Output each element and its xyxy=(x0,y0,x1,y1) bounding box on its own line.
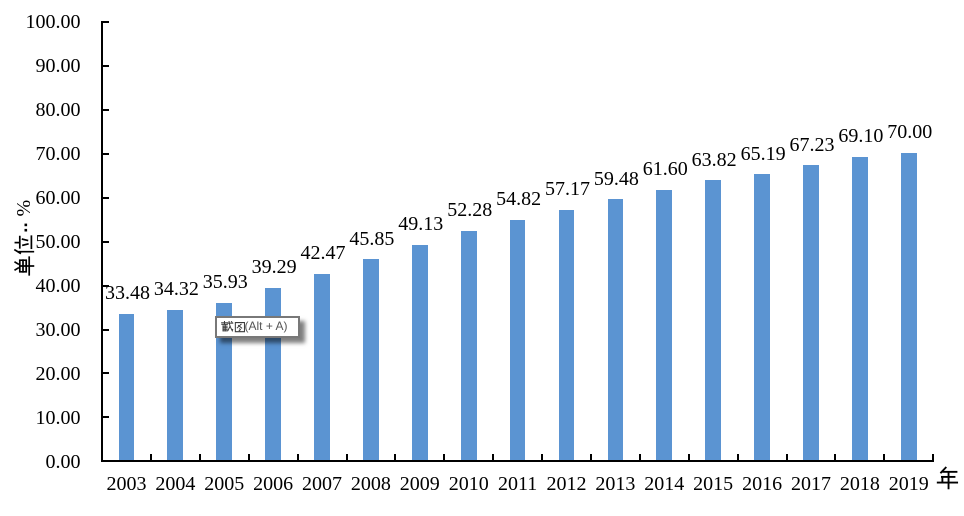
svg-text:%: % xyxy=(13,200,35,217)
